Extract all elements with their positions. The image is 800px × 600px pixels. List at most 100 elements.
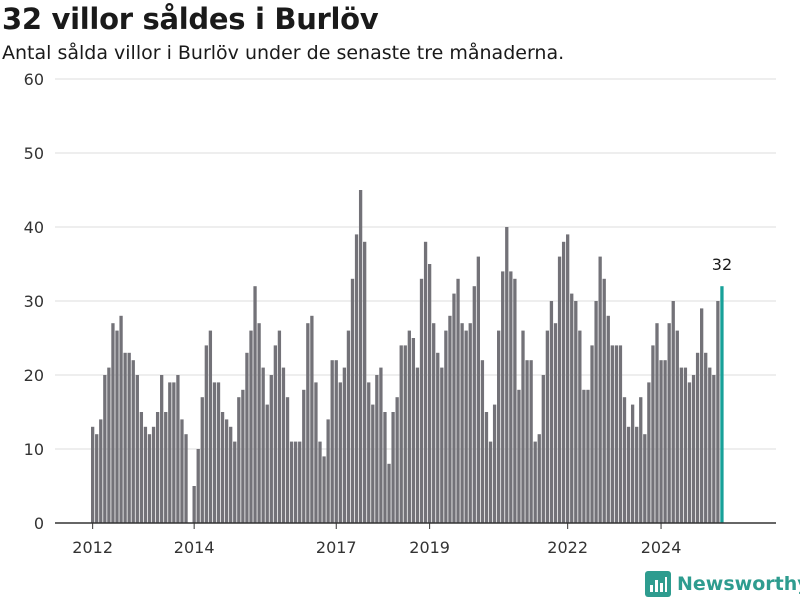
bar [338,382,342,523]
y-tick-label: 40 [24,218,44,237]
brand-name: Newsworthy [677,573,800,595]
bar [306,323,310,523]
bar [151,426,156,523]
bar [432,323,436,523]
bar [436,352,440,523]
x-tick-label: 2017 [316,538,357,557]
x-axis: 2012 2014 2017 2019 2022 2024 [55,522,776,557]
x-tick-label: 2019 [409,538,450,557]
bar [354,234,359,523]
bar [310,315,314,523]
bar [302,389,306,523]
bar [517,389,521,523]
bar [253,286,257,523]
bar [334,360,338,523]
bar [367,382,371,523]
bar [594,301,598,523]
bar [399,345,403,523]
bar [314,382,318,523]
newsworthy-logo: Newsworthy [645,570,800,598]
bar [127,352,131,523]
x-tick-label: 2024 [641,538,682,557]
bar [326,419,330,523]
bar [643,434,647,523]
bar [639,397,643,523]
bar [298,441,302,523]
bar [423,241,428,524]
bar [578,330,582,523]
bar [545,330,550,523]
bar [277,330,282,523]
bar [488,441,493,523]
bar [342,367,347,523]
bar [468,323,472,523]
bar [700,308,704,523]
bar [480,360,485,523]
bar [249,330,253,523]
bar [139,412,144,523]
bars [91,190,724,524]
bar [403,345,407,523]
bar [679,367,683,523]
x-tick-label: 2014 [174,538,215,557]
bar [525,360,529,523]
bar [350,278,355,523]
bar [395,397,399,523]
bar [598,256,602,523]
bar [99,419,103,523]
bar [484,412,489,523]
bar [626,426,631,523]
bar [346,330,351,523]
bar [269,375,273,523]
bar [501,271,505,523]
bar-chart-logo-icon [645,571,671,597]
bar [456,278,460,523]
bar [492,404,497,523]
bar [91,426,95,523]
bar [147,434,152,523]
bar [411,338,416,523]
bar [241,389,245,523]
bar [570,293,574,523]
bar [663,360,667,523]
bar [115,330,119,523]
bar [192,486,196,523]
bar [208,330,213,523]
bar [630,404,635,523]
bar [541,375,545,523]
bar [695,352,700,523]
bar [415,367,420,523]
x-tick-label: 2012 [72,538,113,557]
bar [716,301,720,523]
bar [204,345,208,523]
bar [261,367,265,523]
bar [647,382,651,523]
bar [566,234,570,523]
bar [180,419,184,523]
bar [407,330,411,523]
bar [505,227,509,523]
bar [537,434,541,523]
bar [671,301,675,523]
bar [533,441,537,523]
bar [720,286,724,523]
bar [651,345,655,523]
bar [513,278,517,523]
bar [220,412,225,523]
bar [289,441,294,523]
bar [549,301,554,523]
last-value-label: 32 [712,255,732,274]
bar [590,345,594,523]
bar [635,426,639,523]
y-axis-ticks: 0 10 20 30 40 50 60 [24,70,44,533]
bar [667,323,671,523]
y-tick-label: 60 [24,70,44,89]
bar [586,389,590,523]
bar [460,323,464,523]
bar [622,397,627,523]
bar [155,412,160,523]
data-labels: 32 [712,255,732,274]
bar [618,345,623,523]
y-tick-label: 20 [24,366,44,385]
bar [561,241,566,524]
